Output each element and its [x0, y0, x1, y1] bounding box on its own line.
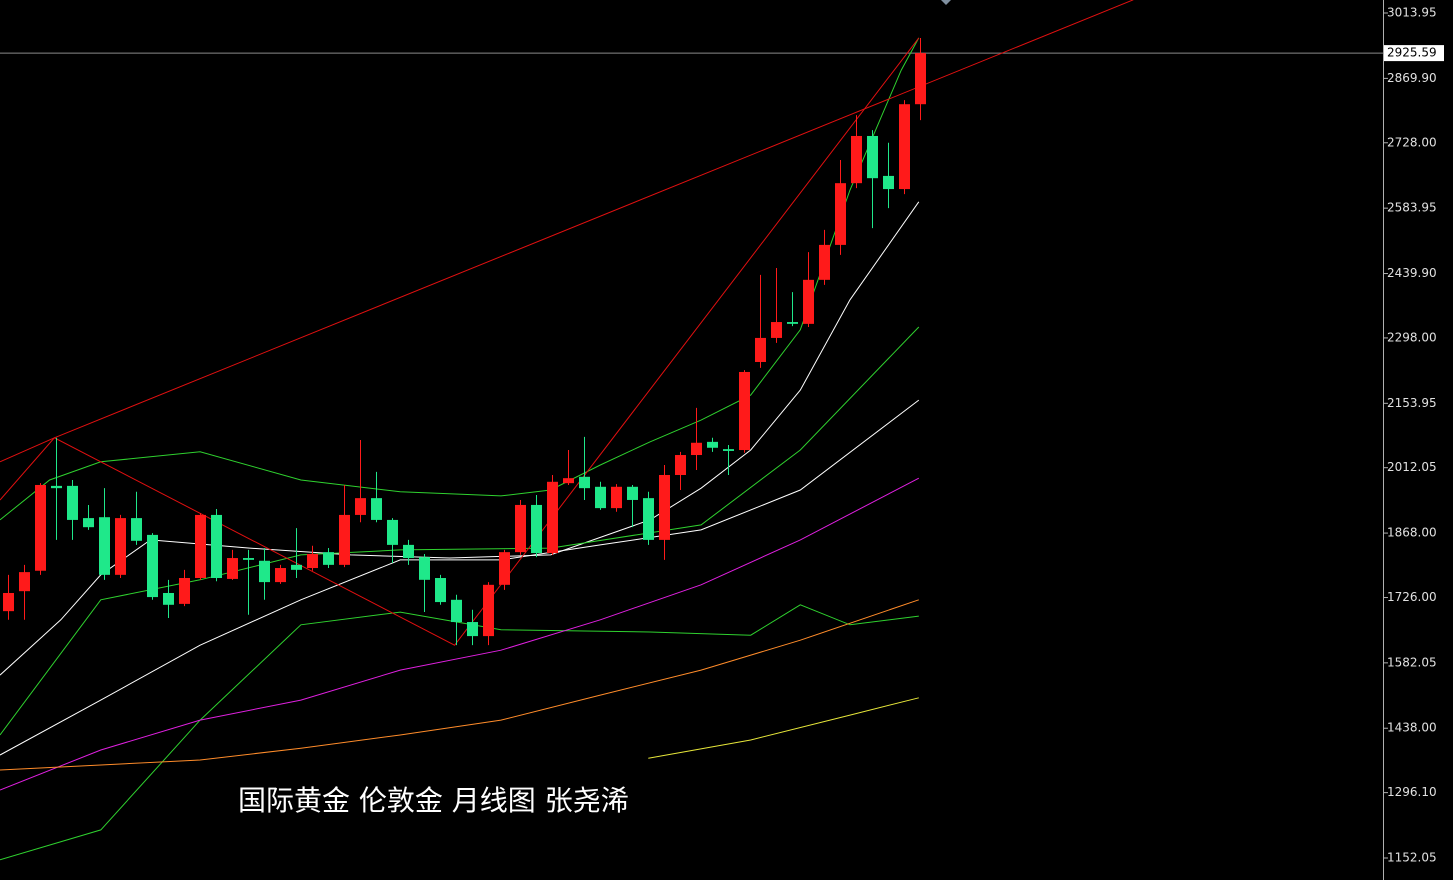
- candle-body: [195, 514, 206, 579]
- candle-body: [291, 564, 302, 570]
- y-tick-label: 2869.90: [1387, 71, 1437, 85]
- candle-body: [547, 481, 558, 554]
- candle-body: [275, 568, 286, 583]
- candle-body: [131, 518, 142, 541]
- y-tick-label: 2728.00: [1387, 135, 1437, 149]
- candle-body: [67, 485, 78, 520]
- y-tick-label: 3013.95: [1387, 6, 1437, 20]
- candle-body: [771, 322, 782, 338]
- y-tick-label: 2298.00: [1387, 330, 1437, 344]
- candle-body: [371, 498, 382, 520]
- candle-body: [515, 504, 526, 553]
- overlay-line: [0, 326, 920, 736]
- overlay-line: [0, 599, 919, 771]
- candle-body: [643, 498, 654, 540]
- candle-body: [563, 478, 574, 484]
- candle-body: [531, 504, 542, 554]
- candle-body: [579, 476, 590, 489]
- candle-body: [179, 578, 190, 604]
- candle-body: [339, 514, 350, 565]
- y-tick-label: 1726.00: [1387, 590, 1437, 604]
- candle-body: [675, 455, 686, 475]
- overlay-line: [0, 604, 919, 861]
- candle-body: [899, 104, 910, 190]
- candle-body: [259, 560, 270, 583]
- candle-body: [211, 514, 222, 579]
- y-tick-label: 1582.05: [1387, 655, 1437, 669]
- candle-body: [323, 552, 334, 565]
- candle-body: [723, 449, 734, 451]
- overlay-line: [648, 697, 919, 759]
- candle-body: [499, 552, 510, 585]
- candle-body: [83, 518, 94, 528]
- y-tick-label: 2012.05: [1387, 460, 1437, 474]
- candle-body: [691, 442, 702, 456]
- y-tick-label: 1296.10: [1387, 785, 1437, 799]
- y-tick-label: 2439.90: [1387, 266, 1437, 280]
- candle-body: [19, 572, 30, 592]
- y-tick-label: 1152.05: [1387, 851, 1437, 865]
- candle-body: [915, 53, 926, 105]
- candle-body: [147, 534, 158, 598]
- candle-body: [467, 622, 478, 637]
- candle-body: [51, 485, 62, 489]
- overlay-line: [0, 37, 920, 646]
- candle-body: [163, 592, 174, 605]
- marker: [941, 0, 951, 5]
- y-tick-label: 2153.95: [1387, 396, 1437, 410]
- y-tick-label: 1868.00: [1387, 526, 1437, 540]
- candle-body: [307, 553, 318, 569]
- candle-body: [35, 484, 46, 571]
- candle-body: [403, 544, 414, 559]
- overlay-line: [0, 477, 920, 791]
- candle-body: [659, 474, 670, 540]
- candle-body: [243, 558, 254, 560]
- caption: 国际黄金 伦敦金 月线图 张尧浠: [238, 784, 629, 817]
- candle-body: [803, 279, 814, 324]
- overlay-line: [0, 399, 920, 756]
- candle-body: [883, 175, 894, 190]
- candle-body: [819, 244, 830, 280]
- candle-body: [435, 578, 446, 603]
- candle-body: [99, 517, 110, 575]
- candle-body: [739, 371, 750, 451]
- candle-body: [483, 584, 494, 637]
- candle-body: [787, 322, 798, 324]
- candle-body: [595, 486, 606, 509]
- candle-body: [115, 518, 126, 575]
- candle-body: [355, 498, 366, 515]
- candle-body: [755, 337, 766, 362]
- candle-body: [835, 183, 846, 245]
- candle-body: [867, 135, 878, 179]
- last-price-box: [1384, 45, 1444, 62]
- candle-body: [851, 135, 862, 184]
- candle-body: [387, 519, 398, 545]
- candle-body: [419, 557, 430, 580]
- y-tick-label: 2583.95: [1387, 201, 1437, 215]
- y-tick-label: 1438.00: [1387, 721, 1437, 735]
- candle-body: [227, 558, 238, 579]
- candle-body: [451, 599, 462, 623]
- candle-body: [611, 486, 622, 509]
- last-price-label: 2925.59: [1387, 46, 1437, 60]
- candle-body: [707, 441, 718, 448]
- candle-body: [627, 486, 638, 500]
- candle-body: [3, 592, 14, 612]
